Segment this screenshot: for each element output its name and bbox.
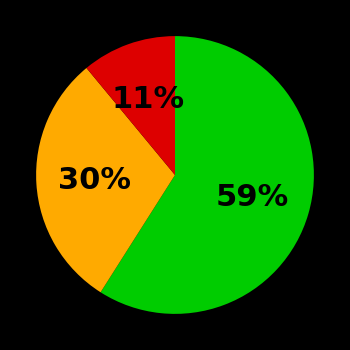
Text: 59%: 59% (216, 183, 289, 212)
Wedge shape (36, 68, 175, 292)
Text: 11%: 11% (111, 85, 184, 114)
Wedge shape (100, 36, 314, 314)
Text: 30%: 30% (58, 166, 131, 195)
Wedge shape (86, 36, 175, 175)
